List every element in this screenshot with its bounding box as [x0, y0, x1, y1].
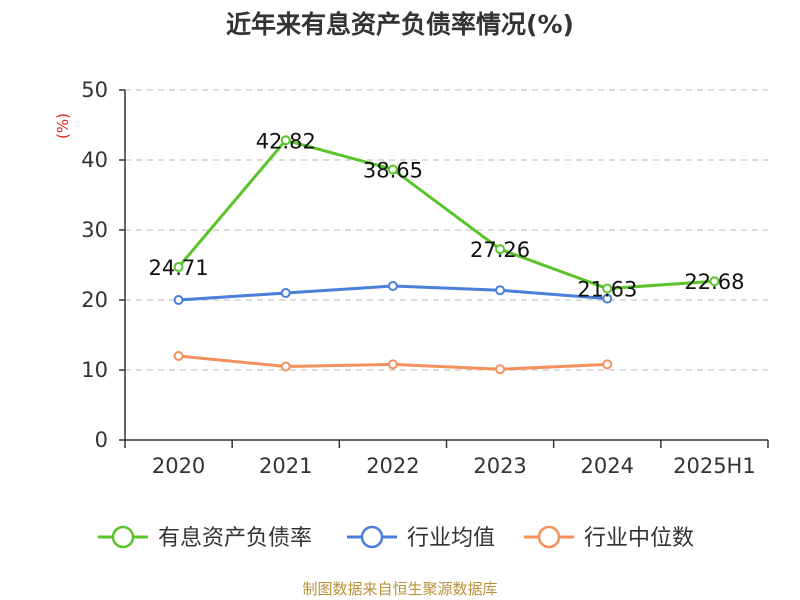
legend-label: 有息资产负债率: [158, 526, 312, 551]
legend-marker: [111, 525, 135, 549]
data-labels: 24.71 42.82 38.65 27.26 21.63 22.68: [149, 129, 745, 301]
data-point: [387, 359, 398, 370]
data-point: [173, 351, 184, 361]
x-tick-label: 2023: [473, 454, 526, 478]
data-point: [602, 283, 613, 294]
data-point: [602, 359, 613, 370]
series-layer: [173, 135, 720, 375]
x-tick-label: 2020: [152, 454, 205, 478]
data-point: [280, 135, 291, 146]
legend: 有息资产负债率 行业均值 行业中位数: [98, 525, 694, 551]
chart-title: 近年来有息资产负债率情况(%): [226, 10, 574, 39]
data-point: [280, 288, 291, 298]
legend-label: 行业中位数: [584, 526, 694, 551]
data-point: [173, 295, 184, 305]
x-tick-label: 2021: [259, 454, 312, 478]
series-line: [177, 138, 715, 291]
gridlines: [125, 89, 768, 371]
data-point: [387, 281, 398, 291]
legend-marker: [537, 525, 561, 549]
data-point: [280, 361, 291, 372]
y-tick-label: 40: [81, 148, 108, 172]
data-point: [495, 285, 506, 296]
y-tick-label: 0: [95, 428, 108, 452]
data-label: 27.26: [470, 238, 530, 262]
x-tick-label: 2022: [366, 454, 419, 478]
legend-marker: [360, 525, 384, 549]
y-tick-label: 10: [81, 358, 108, 382]
data-point: [602, 293, 613, 304]
source-note: 制图数据来自恒生聚源数据库: [302, 580, 497, 598]
y-axis-unit: (%): [54, 113, 72, 139]
data-point: [495, 364, 506, 375]
data-point: [387, 164, 398, 175]
data-label: 38.65: [363, 158, 423, 182]
x-tick-label: 2025H1: [673, 454, 756, 478]
data-label: 24.71: [149, 256, 209, 280]
data-label: 42.82: [256, 129, 316, 153]
x-tick-label: 2024: [581, 454, 634, 478]
data-point: [495, 244, 506, 255]
data-label: 22.68: [684, 270, 744, 294]
y-tick-label: 50: [81, 78, 108, 102]
legend-label: 行业均值: [407, 526, 495, 551]
data-label: 21.63: [577, 278, 637, 302]
y-tick-label: 20: [81, 288, 108, 312]
axes: 0 10 20 30 40 50 2020 2021 2022 2023 2024 2025H1: [81, 78, 769, 478]
data-point: [709, 276, 720, 287]
data-point: [173, 262, 184, 273]
y-tick-label: 30: [81, 218, 108, 242]
